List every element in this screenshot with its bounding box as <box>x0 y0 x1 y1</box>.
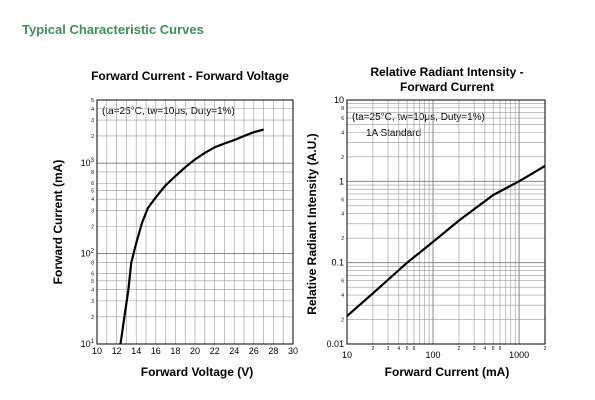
chart2-y-minor-label: 2 <box>341 318 344 324</box>
chart2-x-minor-label: 3 <box>387 346 390 352</box>
chart1-y-minor-label: 8 <box>91 260 94 266</box>
chart1-y-minor-label: 2 <box>91 134 94 140</box>
chart2-y-axis-label: Relative Radiant Intensity (A.U.) <box>305 133 319 314</box>
chart2-y-minor-label: 2 <box>341 155 344 161</box>
chart2-y-minor-label: 6 <box>341 116 344 122</box>
chart1-x-tick-label: 10 <box>92 346 102 356</box>
chart1-conditions-annotation: (ta=25°C, tw=10μs, Duty=1%) <box>102 106 235 117</box>
chart2-y-tick-label: 1 <box>339 176 344 186</box>
chart2-frame <box>346 99 546 345</box>
chart2-x-minor-label: 6 <box>413 346 416 352</box>
chart1-x-tick-label: 12 <box>112 346 122 356</box>
chart1-y-axis-label: Forward Current (mA) <box>51 160 65 285</box>
chart2-y-minor-label: 4 <box>341 130 344 136</box>
chart2-x-tick-label: 100 <box>426 350 441 360</box>
chart1-x-tick-label: 22 <box>210 346 220 356</box>
chart1-y-minor-label: 3 <box>91 299 94 305</box>
chart1-x-tick-label: 16 <box>151 346 161 356</box>
chart2-y-minor-label: 4 <box>341 293 344 299</box>
chart2-y-minor-label: 2 <box>341 236 344 242</box>
chart1-x-tick-label: 14 <box>131 346 141 356</box>
chart2-x-minor-label: 2 <box>372 346 375 352</box>
chart1-y-minor-label: 6 <box>91 272 94 278</box>
chart2-x-minor-label: 6 <box>499 346 502 352</box>
chart1-y-minor-label: 4 <box>91 288 94 294</box>
chart1-y-minor-label: 2 <box>91 224 94 230</box>
chart1-x-tick-label: 28 <box>268 346 278 356</box>
chart1-y-tick-label: 103 <box>81 158 95 168</box>
chart2-x-axis-label: Forward Current (mA) <box>385 365 510 379</box>
chart2-title-line1: Relative Radiant Intensity - <box>370 65 523 79</box>
chart1-y-tick-label: 101 <box>81 339 95 349</box>
chart2-x-minor-label: 5 <box>406 346 409 352</box>
chart1-x-tick-label: 20 <box>190 346 200 356</box>
chart2-y-minor-label: 8 <box>341 106 344 112</box>
chart1-y-minor-label: 2 <box>91 315 94 321</box>
chart2-y-minor-label: 4 <box>341 212 344 218</box>
chart2-y-tick-label: 0.01 <box>326 339 344 349</box>
chart1-x-tick-label: 26 <box>249 346 259 356</box>
chart1-frame <box>96 99 294 345</box>
chart2-conditions-annotation: (ta=25°C, tw=10μs, Duty=1%) <box>352 112 485 123</box>
chart1-x-tick-label: 18 <box>170 346 180 356</box>
chart1-series-line <box>119 128 264 345</box>
chart2-y-tick-label: 0.1 <box>331 258 344 268</box>
chart1-y-tick-label: 102 <box>81 249 95 259</box>
chart2-y-minor-label: 6 <box>341 197 344 203</box>
chart1-y-minor-label: 5 <box>91 279 94 285</box>
chart1-y-minor-label: 4 <box>91 197 94 203</box>
chart1-x-tick-label: 30 <box>288 346 298 356</box>
chart2-x-minor-label: 3 <box>473 346 476 352</box>
chart1-plot: 10 12 14 16 18 20 22 24 26 28 30101102103234568234… <box>81 98 298 356</box>
chart1-y-minor-label: 6 <box>91 181 94 187</box>
chart1-y-minor-label: 3 <box>91 208 94 214</box>
chart1-x-tick-label: 24 <box>229 346 239 356</box>
chart2-x-tick-label: 10 <box>342 350 352 360</box>
chart2-standard-annotation: 1A Standard <box>366 128 421 139</box>
chart2-series-line <box>346 164 546 317</box>
chart2-x-minor-label: 2 <box>458 346 461 352</box>
chart2-y-minor-label: 6 <box>341 279 344 285</box>
chart1-y-minor-label: 8 <box>91 170 94 176</box>
chart1-y-minor-label: 4 <box>91 107 94 113</box>
chart2-y-tick-label: 10 <box>334 95 344 105</box>
chart1-y-minor-label: 5 <box>91 188 94 194</box>
chart2-x-minor-label: 5 <box>492 346 495 352</box>
chart1-title: Forward Current - Forward Voltage <box>91 69 289 83</box>
chart2-title-line2: Forward Current <box>400 80 494 94</box>
chart2-x-minor-label: 2 <box>544 346 547 352</box>
chart1-y-minor-label: 5 <box>91 98 94 104</box>
chart1-x-axis-label: Forward Voltage (V) <box>141 365 253 379</box>
chart1-y-minor-label: 3 <box>91 118 94 124</box>
chart2-x-minor-label: 4 <box>483 346 486 352</box>
section-title: Typical Characteristic Curves <box>22 22 204 37</box>
chart2-x-tick-label: 1000 <box>509 350 529 360</box>
chart2-x-minor-label: 4 <box>397 346 400 352</box>
